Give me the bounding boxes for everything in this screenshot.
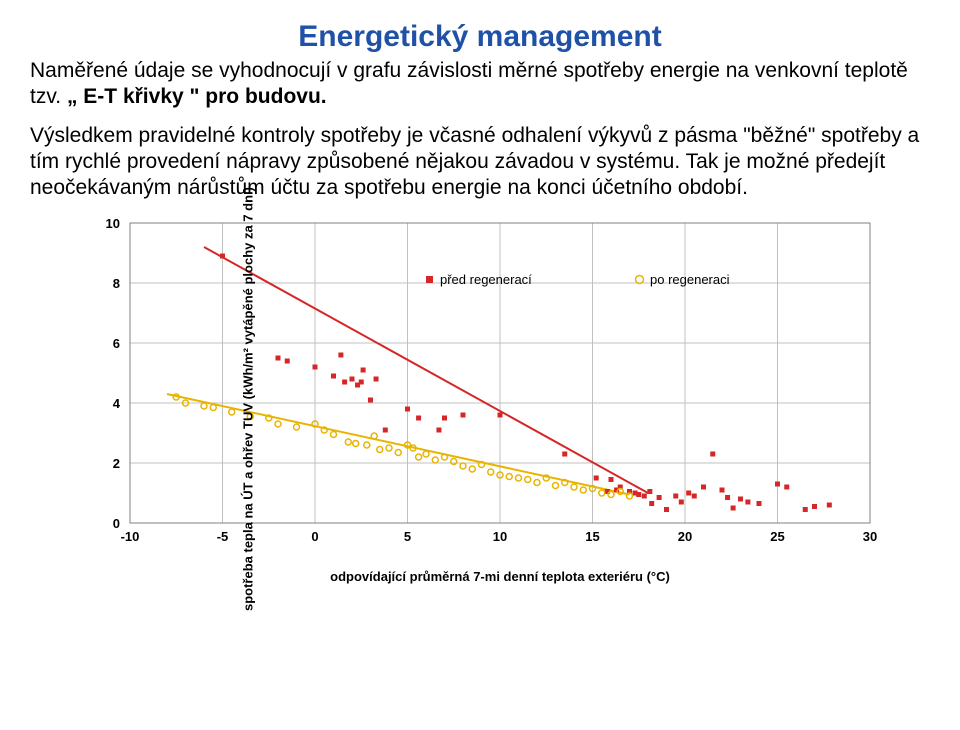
svg-text:30: 30 (863, 529, 877, 544)
svg-text:po regeneraci: po regeneraci (650, 272, 730, 287)
svg-text:25: 25 (770, 529, 784, 544)
page-title: Energetický management (30, 20, 930, 54)
svg-text:2: 2 (113, 456, 120, 471)
svg-text:8: 8 (113, 276, 120, 291)
et-chart: spotřeba tepla na ÚT a ohřev TUV (kWh/m²… (70, 213, 930, 584)
intro-paragraph-2: Výsledkem pravidelné kontroly spotřeby j… (30, 123, 930, 202)
x-axis-label: odpovídající průměrná 7-mi denní teplota… (70, 569, 930, 584)
svg-text:-5: -5 (217, 529, 229, 544)
intro-1b: „ E-T křivky " pro budovu. (67, 85, 327, 108)
svg-text:4: 4 (113, 396, 121, 411)
svg-text:15: 15 (585, 529, 599, 544)
svg-text:20: 20 (678, 529, 692, 544)
svg-text:10: 10 (493, 529, 507, 544)
svg-text:10: 10 (106, 216, 120, 231)
svg-text:5: 5 (404, 529, 411, 544)
chart-svg: 0 2 4 6 8 10 -10 -5 0 5 10 15 20 25 30 před regenerací p… (70, 213, 890, 563)
y-axis-label: spotřeba tepla na ÚT a ohřev TUV (kWh/m²… (241, 187, 256, 611)
svg-text:0: 0 (113, 516, 120, 531)
svg-text:před regenerací: před regenerací (440, 272, 532, 287)
svg-text:-10: -10 (121, 529, 140, 544)
svg-text:6: 6 (113, 336, 120, 351)
svg-text:0: 0 (311, 529, 318, 544)
intro-paragraph-1: Naměřené údaje se vyhodnocují v grafu zá… (30, 58, 930, 111)
